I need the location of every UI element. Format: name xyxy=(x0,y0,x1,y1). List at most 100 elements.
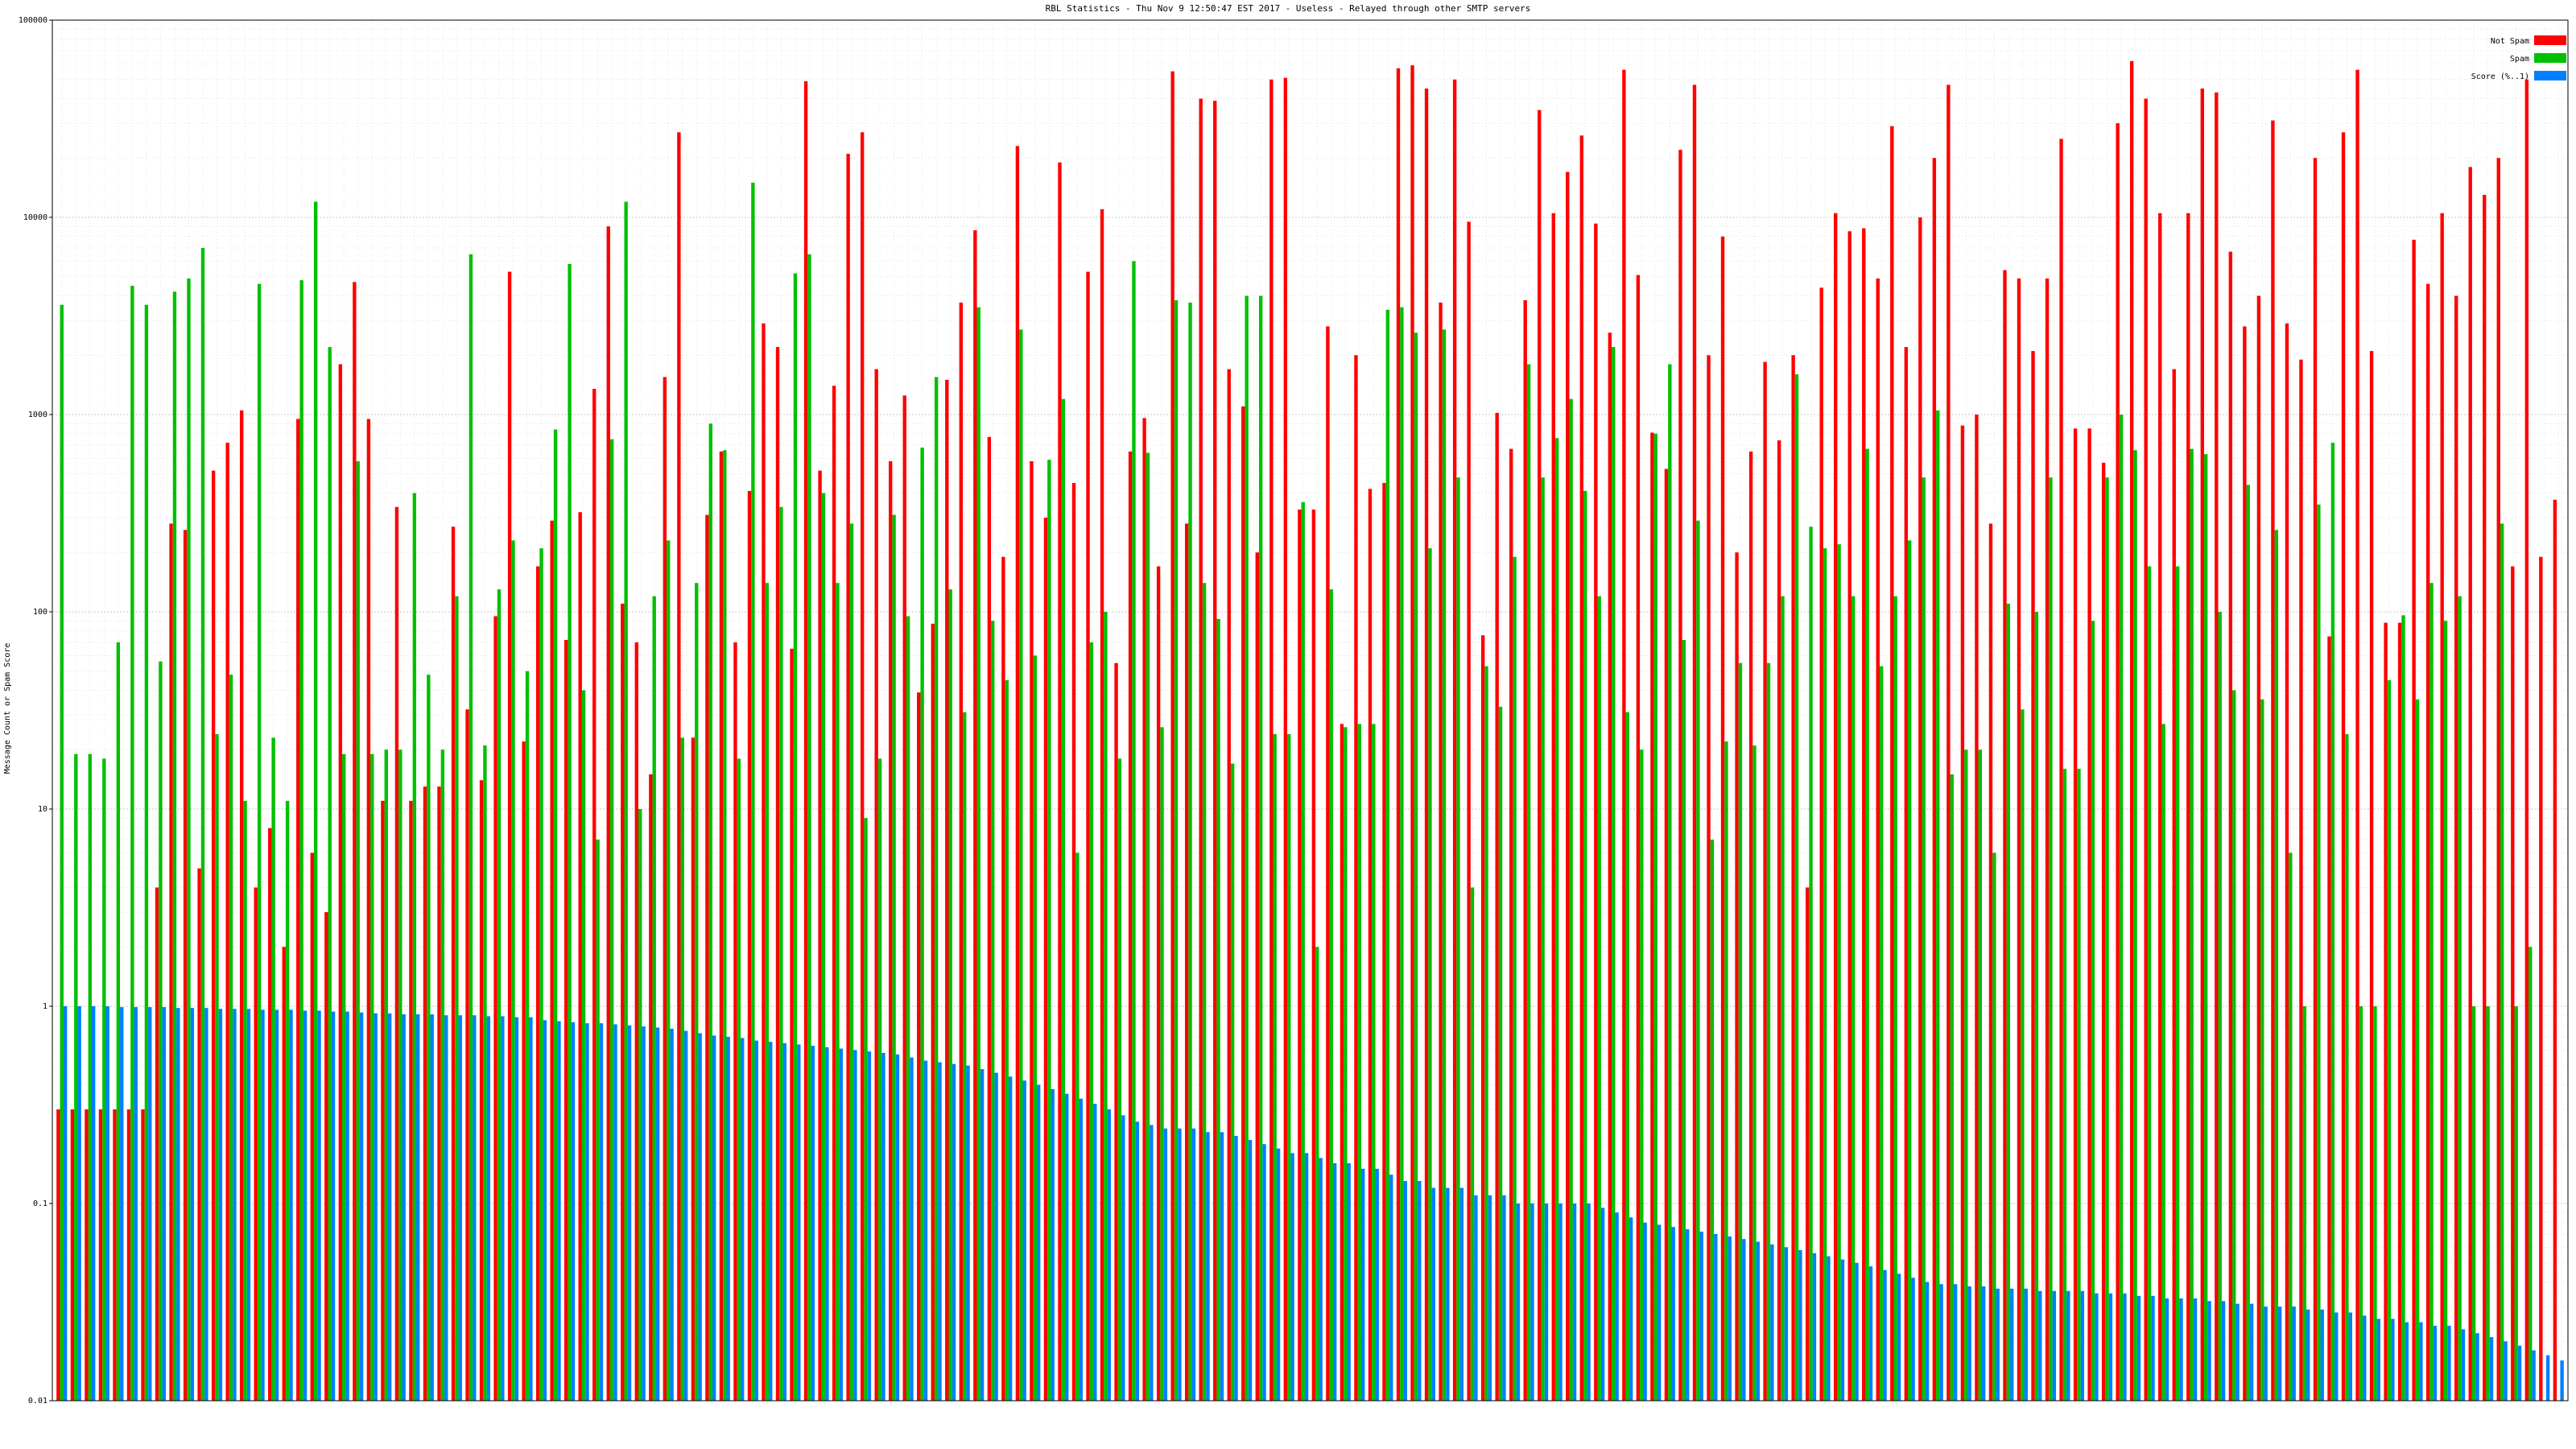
bar-spam xyxy=(271,737,275,1401)
bar-score xyxy=(1361,1168,1365,1401)
bar-not-spam xyxy=(183,530,188,1401)
bar-not-spam xyxy=(2425,283,2430,1402)
bar-not-spam xyxy=(1819,287,1823,1401)
bar-not-spam xyxy=(2116,123,2120,1402)
bar-spam xyxy=(1414,332,1418,1401)
bar-score xyxy=(1572,1203,1577,1401)
bar-spam xyxy=(2330,442,2335,1401)
bar-spam xyxy=(511,540,515,1401)
bar-spam xyxy=(116,642,121,1401)
bar-not-spam xyxy=(649,774,653,1401)
y-tick-label: 100 xyxy=(33,608,47,617)
bar-not-spam xyxy=(479,780,484,1401)
bar-not-spam xyxy=(1269,79,1274,1402)
bar-spam xyxy=(1893,596,1897,1401)
bar-not-spam xyxy=(1311,509,1316,1401)
bar-spam xyxy=(723,450,727,1402)
bar-not-spam xyxy=(2369,351,2374,1401)
bar-spam xyxy=(1033,655,1038,1401)
bar-spam xyxy=(1329,589,1333,1401)
bar-not-spam xyxy=(2313,158,2318,1401)
bar-score xyxy=(1756,1241,1761,1401)
bar-not-spam xyxy=(2271,120,2275,1402)
legend-swatch xyxy=(2534,53,2566,63)
bar-spam xyxy=(1344,727,1348,1401)
bar-not-spam xyxy=(1227,369,1231,1401)
bar-spam xyxy=(2049,477,2053,1401)
bar-not-spam xyxy=(381,800,385,1401)
bar-not-spam xyxy=(2454,295,2458,1401)
bar-spam xyxy=(976,307,980,1401)
bar-spam xyxy=(1809,526,1813,1401)
bar-not-spam xyxy=(2228,251,2233,1401)
bar-spam xyxy=(2133,450,2137,1402)
bar-score xyxy=(2264,1307,2268,1401)
bar-spam xyxy=(1964,749,1968,1401)
bar-not-spam xyxy=(2129,60,2134,1402)
bar-not-spam xyxy=(338,364,343,1401)
bar-spam xyxy=(2246,485,2250,1402)
bar-not-spam xyxy=(239,410,244,1402)
bar-spam xyxy=(299,280,303,1401)
bar-not-spam xyxy=(1523,299,1527,1402)
bar-not-spam xyxy=(550,520,554,1402)
bar-not-spam xyxy=(1184,523,1189,1401)
bar-spam xyxy=(1682,639,1686,1401)
bar-not-spam xyxy=(465,709,469,1401)
bar-score xyxy=(994,1072,998,1401)
bar-not-spam xyxy=(1354,355,1358,1401)
bar-score xyxy=(1276,1148,1281,1401)
bar-spam xyxy=(2006,603,2011,1401)
bar-score xyxy=(387,1013,392,1401)
bar-spam xyxy=(2034,612,2039,1401)
bar-spam xyxy=(102,758,106,1401)
bar-score xyxy=(1770,1244,1774,1401)
bar-not-spam xyxy=(803,80,808,1401)
bar-score xyxy=(2433,1325,2438,1401)
bar-score xyxy=(1418,1181,1422,1401)
bar-not-spam xyxy=(2087,428,2091,1401)
bar-not-spam xyxy=(1918,217,1922,1401)
bar-not-spam xyxy=(959,302,964,1402)
bar-score xyxy=(881,1052,886,1401)
bar-spam xyxy=(1061,398,1066,1401)
bar-spam xyxy=(1019,329,1023,1401)
bar-spam xyxy=(779,506,783,1402)
bar-spam xyxy=(2289,852,2293,1401)
bar-not-spam xyxy=(2256,295,2261,1401)
bar-spam xyxy=(1597,596,1601,1401)
bar-score xyxy=(839,1048,844,1401)
bar-score xyxy=(797,1044,801,1401)
bar-not-spam xyxy=(1707,355,1711,1401)
bar-spam xyxy=(2260,699,2264,1401)
bar-not-spam xyxy=(1791,355,1795,1401)
bar-score xyxy=(430,1014,434,1401)
bar-spam xyxy=(328,347,332,1401)
bar-not-spam xyxy=(296,419,300,1401)
bar-not-spam xyxy=(1495,412,1499,1401)
bar-score xyxy=(416,1014,420,1401)
bar-spam xyxy=(172,291,177,1401)
bar-spam xyxy=(60,304,64,1401)
bar-not-spam xyxy=(1170,71,1174,1402)
bar-not-spam xyxy=(155,887,159,1401)
bar-not-spam xyxy=(1551,213,1555,1402)
bar-score xyxy=(2475,1333,2479,1401)
bar-not-spam xyxy=(1904,347,1909,1401)
bar-spam xyxy=(2147,566,2152,1401)
bar-spam xyxy=(440,749,445,1401)
bar-score xyxy=(2292,1307,2296,1401)
bar-score xyxy=(712,1035,716,1401)
bar-not-spam xyxy=(56,1109,60,1401)
bar-not-spam xyxy=(2045,278,2050,1401)
bar-spam xyxy=(1301,502,1305,1402)
bar-not-spam xyxy=(1298,509,1302,1401)
bar-score xyxy=(2010,1288,2014,1401)
bar-not-spam xyxy=(1862,228,1866,1401)
bar-score xyxy=(2207,1301,2211,1401)
bar-spam xyxy=(1569,398,1573,1401)
legend-swatch xyxy=(2534,35,2566,45)
bar-spam xyxy=(1258,295,1263,1401)
bar-spam xyxy=(1936,410,1940,1402)
bar-score xyxy=(811,1046,815,1401)
